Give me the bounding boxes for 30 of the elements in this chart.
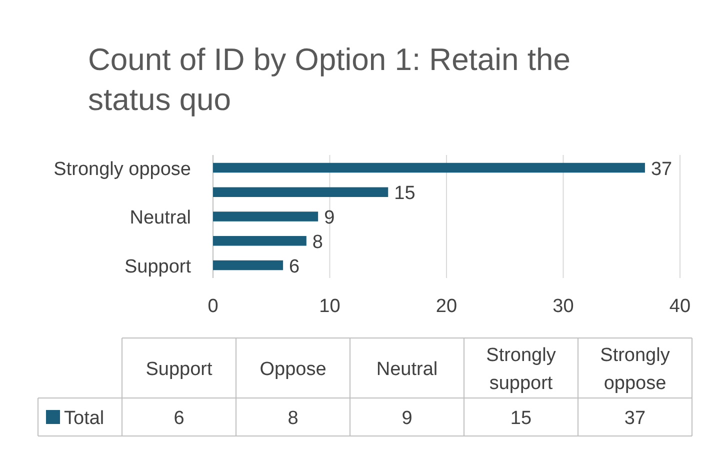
bar (213, 187, 388, 197)
y-tick-label: Strongly oppose (54, 158, 191, 180)
x-tick-label: 20 (436, 296, 458, 317)
category-label: Strongly oppose (600, 345, 670, 394)
bar (213, 212, 318, 222)
x-tick-label: 40 (669, 296, 691, 317)
data-label: 6 (174, 408, 184, 429)
data-label: 9 (402, 408, 412, 429)
category-label: Neutral (376, 359, 438, 380)
x-tick-label: 10 (319, 296, 340, 317)
x-tick-label: 30 (552, 296, 574, 317)
legend-label: Total (64, 408, 104, 429)
data-label: 15 (510, 408, 532, 429)
data-label: 15 (394, 183, 416, 204)
chart-title: Count of ID by Option 1: Retain the status quo (88, 42, 570, 117)
bar (213, 260, 284, 270)
category-label: Strongly support (486, 345, 556, 394)
y-tick-label: Neutral (130, 208, 191, 228)
data-label: 8 (288, 408, 298, 429)
data-label: 9 (324, 208, 335, 228)
bar (213, 236, 306, 246)
bar (213, 162, 645, 173)
data-label: 8 (312, 232, 323, 253)
x-tick-label: 0 (208, 296, 218, 317)
data-label: 37 (624, 408, 646, 429)
data-label: 37 (650, 158, 672, 180)
category-label: Support (146, 359, 213, 380)
y-tick-label: Support (124, 256, 192, 278)
category-label: Oppose (260, 359, 326, 380)
data-label: 6 (289, 256, 300, 278)
